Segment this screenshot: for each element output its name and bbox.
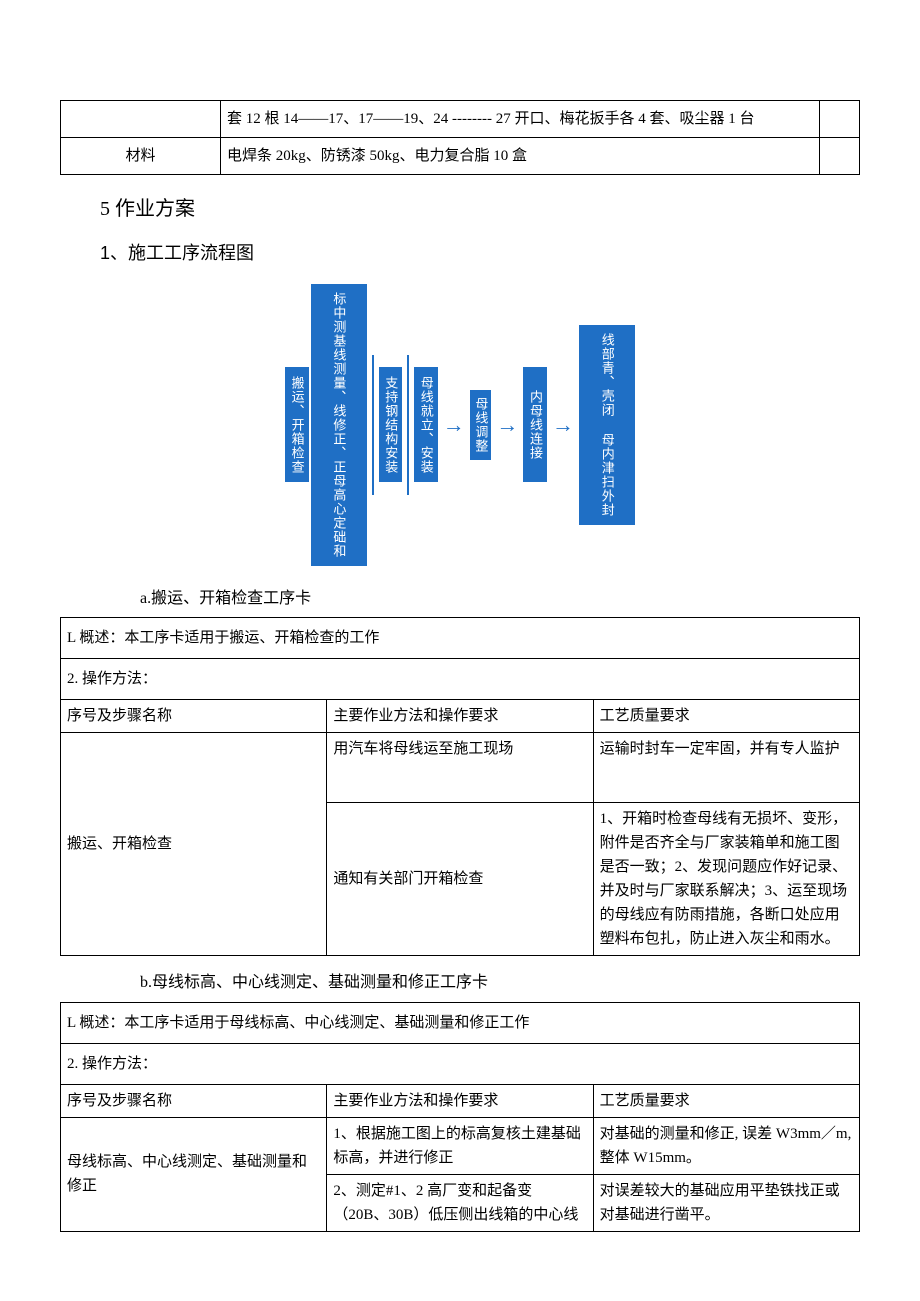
cell-content: 套 12 根 14——17、17——19、24 -------- 27 开口、梅… <box>221 101 820 138</box>
table-row: 搬运、开箱检查 用汽车将母线运至施工现场 运输时封车一定牢固，并有专人监护 <box>61 733 860 803</box>
header-quality: 工艺质量要求 <box>593 1084 859 1117</box>
flow-box-6: 内母线连接 <box>523 367 547 482</box>
cell-content: 电焊条 20kg、防锈漆 50kg、电力复合脂 10 盒 <box>221 138 820 175</box>
header-quality: 工艺质量要求 <box>593 700 859 733</box>
method-cell: 1、根据施工图上的标高复核土建基础标高，并进行修正 <box>327 1117 593 1174</box>
method-cell: 用汽车将母线运至施工现场 <box>327 733 593 803</box>
header-method: 主要作业方法和操作要求 <box>327 1084 593 1117</box>
table-row: L 概述：本工序卡适用于母线标高、中心线测定、基础测量和修正工作 <box>61 1002 860 1043</box>
quality-cell: 1、开箱时检查母线有无损坏、变形，附件是否齐全与厂家装箱单和施工图是否一致；2、… <box>593 803 859 956</box>
table-row: 2. 操作方法： <box>61 659 860 700</box>
subheading-a: a.搬运、开箱检查工序卡 <box>140 586 860 612</box>
method-label-cell: 2. 操作方法： <box>61 659 860 700</box>
cell-label: 材料 <box>61 138 221 175</box>
subheading-b: b.母线标高、中心线测定、基础测量和修正工序卡 <box>140 970 860 996</box>
cell-empty <box>820 138 860 175</box>
procedure-table-b: L 概述：本工序卡适用于母线标高、中心线测定、基础测量和修正工作 2. 操作方法… <box>60 1002 860 1232</box>
step-cell: 搬运、开箱检查 <box>61 733 327 956</box>
heading-section-5-1: 1、施工工序流程图 <box>100 239 860 268</box>
table-row: 母线标高、中心线测定、基础测量和修正 1、根据施工图上的标高复核土建基础标高，并… <box>61 1117 860 1174</box>
table-row: L 概述：本工序卡适用于搬运、开箱检查的工作 <box>61 618 860 659</box>
flow-separator <box>372 355 374 495</box>
materials-table: 套 12 根 14——17、17——19、24 -------- 27 开口、梅… <box>60 100 860 175</box>
header-step: 序号及步骤名称 <box>61 1084 327 1117</box>
arrow-icon: → <box>443 407 465 442</box>
table-row: 材料 电焊条 20kg、防锈漆 50kg、电力复合脂 10 盒 <box>61 138 860 175</box>
cell-label <box>61 101 221 138</box>
flow-box-5: 母线调整 <box>470 390 492 460</box>
step-cell: 母线标高、中心线测定、基础测量和修正 <box>61 1117 327 1231</box>
overview-cell: L 概述：本工序卡适用于母线标高、中心线测定、基础测量和修正工作 <box>61 1002 860 1043</box>
process-flowchart: 搬运、开箱检查 标中测基线测量、线修正、正母高心定础和 支持钢结构安装 母线就立… <box>60 278 860 572</box>
header-method: 主要作业方法和操作要求 <box>327 700 593 733</box>
flow-box-4: 母线就立、安装 <box>414 367 438 482</box>
method-label-cell: 2. 操作方法： <box>61 1043 860 1084</box>
quality-cell: 对基础的测量和修正, 误差 W3mm／m, 整体 W15mm。 <box>593 1117 859 1174</box>
cell-empty <box>820 101 860 138</box>
header-step: 序号及步骤名称 <box>61 700 327 733</box>
table-row: 套 12 根 14——17、17——19、24 -------- 27 开口、梅… <box>61 101 860 138</box>
method-cell: 通知有关部门开箱检查 <box>327 803 593 956</box>
arrow-icon: → <box>496 407 518 442</box>
flow-box-1: 搬运、开箱检查 <box>285 367 309 482</box>
flow-box-7: 线部青、壳闭 母内津扫外封 <box>579 325 635 525</box>
quality-cell: 运输时封车一定牢固，并有专人监护 <box>593 733 859 803</box>
flow-box-2: 标中测基线测量、线修正、正母高心定础和 <box>311 284 367 566</box>
arrow-icon: → <box>552 407 574 442</box>
table-header-row: 序号及步骤名称 主要作业方法和操作要求 工艺质量要求 <box>61 700 860 733</box>
table-row: 2. 操作方法： <box>61 1043 860 1084</box>
table-header-row: 序号及步骤名称 主要作业方法和操作要求 工艺质量要求 <box>61 1084 860 1117</box>
overview-cell: L 概述：本工序卡适用于搬运、开箱检查的工作 <box>61 618 860 659</box>
method-cell: 2、测定#1、2 高厂变和起备变（20B、30B）低压侧出线箱的中心线 <box>327 1174 593 1231</box>
heading-section-5: 5 作业方案 <box>100 193 860 225</box>
quality-cell: 对误差较大的基础应用平垫铁找正或对基础进行凿平。 <box>593 1174 859 1231</box>
flow-separator <box>407 355 409 495</box>
flow-box-3: 支持钢结构安装 <box>379 367 403 482</box>
procedure-table-a: L 概述：本工序卡适用于搬运、开箱检查的工作 2. 操作方法： 序号及步骤名称 … <box>60 617 860 956</box>
